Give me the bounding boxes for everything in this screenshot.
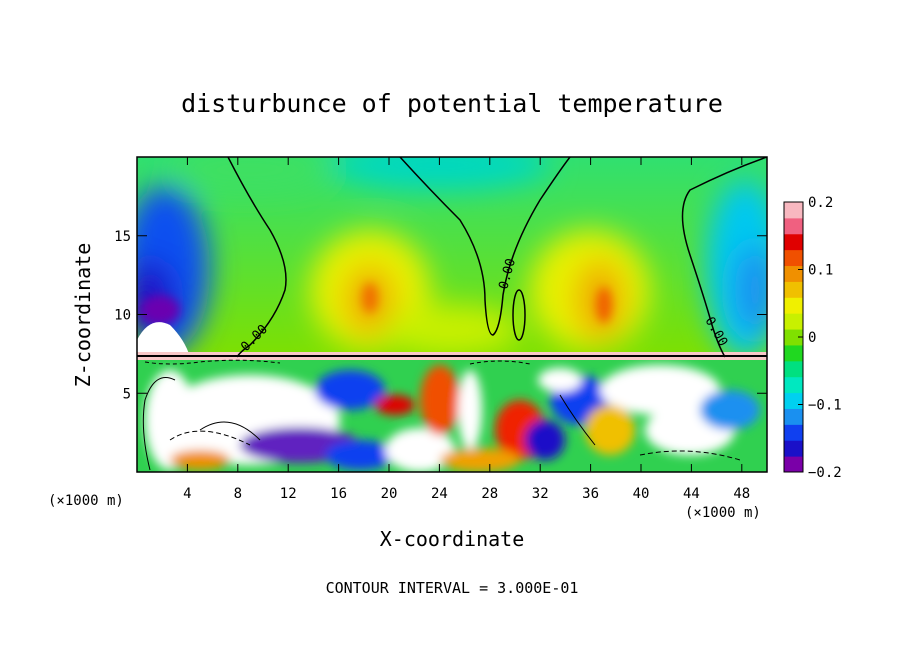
contour-lines — [142, 157, 767, 471]
y-axis-label: Z-coordinate — [71, 243, 95, 388]
colorbar-swatch — [784, 392, 803, 409]
colorbar-tick-label: 0.2 — [808, 195, 833, 211]
x-tick-label: 44 — [683, 486, 700, 502]
x-tick-label: 40 — [633, 486, 650, 502]
colorbar-swatch — [784, 408, 803, 425]
x-ticks: 4 8 12 16 20 24 28 32 36 40 44 48 — [183, 157, 750, 502]
x-tick-label: 48 — [733, 486, 750, 502]
x-tick-label: 36 — [582, 486, 599, 502]
colorbar-swatch — [784, 424, 803, 441]
colorbar-swatch — [784, 233, 803, 251]
x-tick-label: 28 — [481, 486, 498, 502]
colorbar-swatch — [784, 313, 803, 330]
x-tick-label: 4 — [183, 486, 191, 502]
x-tick-label: 32 — [532, 486, 549, 502]
colorbar-swatch — [784, 297, 803, 314]
colorbar-swatch — [784, 202, 803, 219]
colorbar-swatch — [784, 440, 803, 457]
y-tick-label: 5 — [123, 386, 131, 402]
colorbar-swatch — [784, 281, 803, 298]
y-ticks: 5 10 15 — [114, 229, 767, 402]
heatmap-field — [137, 157, 767, 472]
colorbar-swatch — [784, 456, 803, 473]
colorbar-swatch — [784, 217, 803, 235]
x-tick-label: 12 — [280, 486, 297, 502]
contour-interval: CONTOUR INTERVAL = 3.000E-01 — [326, 579, 579, 597]
chart-title: disturbunce of potential temperature — [181, 89, 723, 118]
x-tick-label: 8 — [234, 486, 242, 502]
colorbar-swatch — [784, 265, 803, 282]
colorbar-tick-label: −0.2 — [808, 465, 842, 481]
x-tick-label: 24 — [431, 486, 448, 502]
colorbar-ticks: 0.2 0.1 0 −0.1 −0.2 — [798, 195, 842, 481]
z-unit-label: (×1000 m) — [48, 493, 124, 509]
colorbar-swatch — [784, 344, 803, 362]
x-unit-label: (×1000 m) — [685, 505, 761, 521]
colorbar-swatch — [784, 329, 803, 346]
x-tick-label: 16 — [330, 486, 347, 502]
colorbar — [784, 202, 803, 473]
colorbar-tick-label: 0.1 — [808, 263, 833, 279]
colorbar-tick-label: −0.1 — [808, 398, 842, 414]
x-axis-label: X-coordinate — [380, 527, 525, 551]
colorbar-tick-label: 0 — [808, 330, 816, 346]
y-tick-label: 15 — [114, 229, 131, 245]
colorbar-swatch — [784, 376, 803, 394]
x-tick-label: 20 — [381, 486, 398, 502]
colorbar-swatch — [784, 249, 803, 267]
colorbar-swatch — [784, 360, 803, 378]
y-tick-label: 10 — [114, 308, 131, 324]
